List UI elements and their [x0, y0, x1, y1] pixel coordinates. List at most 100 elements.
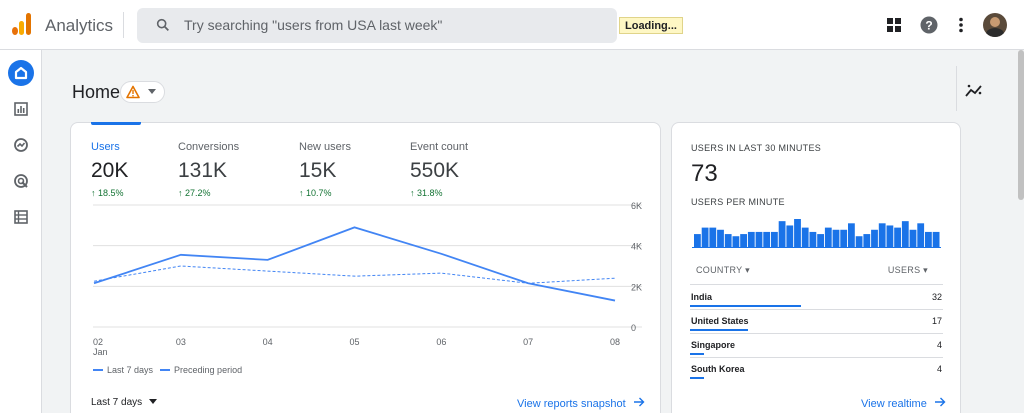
divider: [690, 309, 943, 310]
advertising-icon: [14, 174, 28, 188]
x-tick-label: 08: [610, 337, 620, 347]
series-line-preceding-period: [93, 265, 616, 284]
minute-bar: [747, 231, 755, 247]
minute-bar: [886, 225, 894, 247]
realtime-title: USERS IN LAST 30 MINUTES: [691, 143, 822, 153]
metric-users[interactable]: Users 20K ↑ 18.5%: [91, 141, 128, 198]
apps-grid-icon[interactable]: [884, 15, 904, 35]
analytics-logo-icon[interactable]: [12, 13, 34, 35]
help-icon[interactable]: ?: [919, 15, 939, 35]
view-reports-snapshot-link[interactable]: View reports snapshot: [517, 397, 645, 410]
loading-badge: Loading...: [619, 17, 683, 34]
nav-advertising[interactable]: [8, 168, 34, 194]
nav-home[interactable]: [8, 60, 34, 86]
chart-legend: Last 7 days Preceding period: [93, 365, 242, 375]
property-warning-dropdown[interactable]: [120, 81, 165, 103]
app-title: Analytics: [45, 16, 114, 35]
share-bar: [690, 353, 704, 355]
y-tick-label: 2K: [631, 282, 642, 292]
more-vert-icon[interactable]: [951, 15, 971, 35]
share-bar: [690, 377, 704, 379]
minute-bar: [832, 229, 840, 247]
table-row[interactable]: Singapore 4: [690, 333, 943, 357]
bar-chart-icon: [14, 102, 28, 116]
realtime-card: USERS IN LAST 30 MINUTES 73 USERS PER MI…: [671, 122, 961, 413]
metric-event-count[interactable]: Event count 550K ↑ 31.8%: [410, 141, 468, 198]
country-name: United States: [691, 316, 749, 326]
minute-bar: [848, 223, 855, 247]
legend-label: Preceding period: [174, 365, 243, 375]
metric-label: Conversions: [178, 141, 240, 153]
warning-icon: [126, 85, 140, 99]
top-app-bar: Analytics Loading... ?: [0, 0, 1024, 50]
y-tick-label: 4K: [631, 242, 642, 252]
y-tick-label: 0: [631, 323, 636, 333]
metric-label: Event count: [410, 141, 469, 153]
minute-bar: [932, 231, 940, 247]
minute-bar: [778, 221, 786, 247]
metric-value: 15K: [299, 159, 337, 182]
minute-bar: [817, 234, 824, 247]
realtime-subtitle: USERS PER MINUTE: [691, 197, 785, 207]
page-title: Home: [72, 82, 121, 102]
country-name: India: [691, 292, 713, 302]
metric-value: 131K: [178, 159, 228, 182]
chevron-down-icon: [148, 399, 157, 404]
x-tick-label: 03: [176, 337, 186, 347]
metric-new-users[interactable]: New users 15K ↑ 10.7%: [299, 141, 351, 198]
minute-bar: [732, 236, 740, 247]
minute-bar: [724, 234, 732, 247]
metric-value: 550K: [410, 159, 460, 182]
scrollbar[interactable]: [1018, 50, 1024, 200]
overview-card: Users 20K ↑ 18.5% Conversions 131K ↑ 27.…: [70, 122, 661, 413]
share-bar: [690, 329, 749, 331]
metric-change: ↑ 18.5%: [91, 188, 124, 198]
minute-bar: [740, 234, 747, 247]
date-range-label: Last 7 days: [91, 397, 143, 408]
divider: [690, 333, 943, 334]
country-users: 32: [931, 292, 942, 302]
minute-bar: [694, 234, 701, 247]
legend-dashed-swatch: [160, 369, 171, 371]
minute-bar: [763, 231, 771, 247]
legend-label: Last 7 days: [107, 365, 154, 375]
table-row[interactable]: India 32: [690, 285, 943, 309]
side-nav: [0, 50, 42, 413]
minute-bar: [925, 231, 932, 247]
legend-solid-swatch: [93, 369, 103, 371]
search-input[interactable]: [184, 15, 484, 35]
country-column-header[interactable]: COUNTRY ▾: [696, 265, 750, 275]
x-tick-sublabel: Jan: [93, 347, 108, 357]
search-bar[interactable]: Loading...: [137, 8, 683, 43]
chevron-down-icon: [148, 89, 156, 94]
minute-bar: [901, 221, 909, 247]
view-realtime-link[interactable]: View realtime: [861, 397, 946, 410]
date-range-dropdown[interactable]: Last 7 days: [91, 397, 157, 408]
country-users: 4: [936, 340, 942, 350]
minute-bar: [709, 227, 717, 247]
list-icon: [14, 210, 28, 224]
divider: [956, 66, 957, 111]
minute-bar: [855, 236, 863, 247]
x-tick-label: 02: [93, 337, 103, 347]
selected-tab-indicator: [91, 122, 141, 125]
minute-bar: [717, 229, 724, 247]
home-icon: [14, 66, 28, 80]
arrow-right-icon: [633, 397, 645, 407]
insights-icon[interactable]: [964, 81, 984, 101]
metric-conversions[interactable]: Conversions 131K ↑ 27.2%: [178, 141, 239, 198]
table-row[interactable]: South Korea 4: [690, 357, 943, 381]
link-label: View realtime: [861, 398, 927, 410]
minute-bar: [794, 219, 801, 247]
metric-change: ↑ 31.8%: [410, 188, 443, 198]
nav-explore[interactable]: [8, 132, 34, 158]
nav-reports[interactable]: [8, 96, 34, 122]
table-row[interactable]: United States 17: [690, 309, 943, 333]
users-column-header[interactable]: USERS ▾: [887, 265, 928, 275]
avatar[interactable]: [983, 13, 1007, 37]
divider: [690, 357, 943, 358]
metric-label: New users: [299, 141, 351, 153]
minute-bar: [701, 227, 709, 247]
nav-configure[interactable]: [8, 204, 34, 230]
minute-bar: [909, 229, 917, 247]
